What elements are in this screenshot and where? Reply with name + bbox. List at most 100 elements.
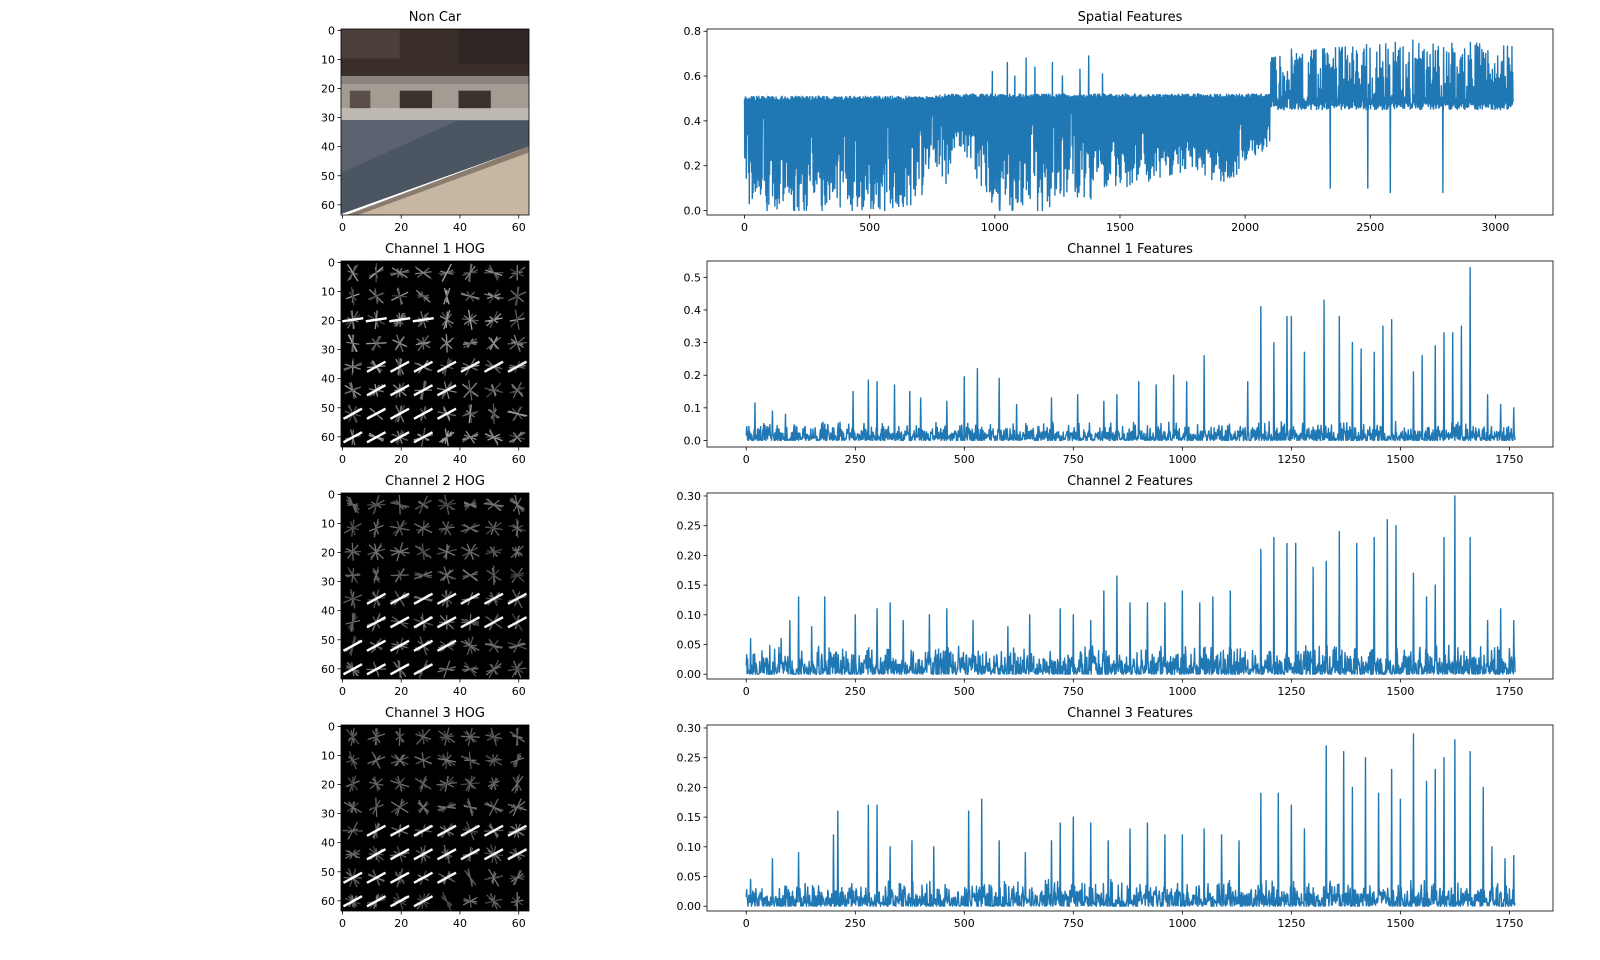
hog-stroke <box>512 798 522 817</box>
hog-stroke <box>441 801 452 813</box>
hog-stroke <box>486 732 501 741</box>
y-tick-label-6-2: 20 <box>321 779 335 792</box>
hog-stroke <box>416 267 431 278</box>
y-tick-label-1-1: 0.2 <box>684 160 702 173</box>
x-tick-label-5-3: 750 <box>1063 685 1084 698</box>
x-tick-label-1-0: 0 <box>741 221 748 234</box>
hog-stroke <box>417 802 430 813</box>
chart-title-3: Channel 1 Features <box>1067 242 1193 257</box>
hog-stroke <box>488 868 500 887</box>
y-tick-label-4-2: 20 <box>321 547 335 560</box>
y-tick-label-4-6: 60 <box>321 663 335 676</box>
y-tick-label-7-1: 0.05 <box>677 871 702 884</box>
y-tick-label-0-0: 0 <box>328 24 335 37</box>
series-line-5 <box>745 495 1516 675</box>
hog-stroke <box>491 777 497 791</box>
hog-stroke <box>509 499 525 510</box>
x-tick-label-2-2: 40 <box>453 453 467 466</box>
plot-content-3 <box>745 266 1516 442</box>
chart-title-6: Channel 3 HOG <box>385 706 485 721</box>
hog-stroke <box>414 756 433 765</box>
hog-dominant-stroke <box>436 616 457 629</box>
hog-dominant-stroke <box>436 871 457 884</box>
hog-stroke <box>396 520 404 536</box>
image-content-4 <box>341 493 529 679</box>
hog-dominant-stroke <box>413 616 434 629</box>
hog-stroke <box>398 494 401 515</box>
hog-dominant-stroke <box>413 848 434 861</box>
hog-stroke <box>395 733 405 741</box>
x-tick-label-0-2: 40 <box>453 221 467 234</box>
hog-stroke <box>488 288 499 304</box>
y-tick-label-3-2: 0.2 <box>684 369 702 382</box>
hog-background <box>341 261 529 447</box>
hog-dominant-stroke <box>413 592 434 605</box>
hog-stroke <box>343 522 362 534</box>
y-tick-label-3-4: 0.4 <box>684 304 702 317</box>
y-tick-label-7-2: 0.10 <box>677 841 702 854</box>
x-tick-label-5-5: 1250 <box>1277 685 1305 698</box>
x-tick-label-4-2: 40 <box>453 685 467 698</box>
hog-stroke <box>509 336 526 350</box>
photo-wall-lit <box>341 120 459 173</box>
x-tick-label-7-6: 1500 <box>1386 917 1414 930</box>
hog-dominant-stroke <box>413 663 434 676</box>
hog-dominant-stroke <box>460 360 481 373</box>
hog-dominant-stroke <box>366 848 387 861</box>
hog-stroke <box>509 731 525 743</box>
hog-stroke <box>344 550 361 553</box>
hog-stroke <box>511 385 524 395</box>
hog-dominant-stroke <box>342 407 363 420</box>
series-line-1 <box>743 39 1514 212</box>
chart-title-0: Non Car <box>409 10 462 25</box>
hog-dominant-stroke <box>483 824 504 837</box>
hog-dominant-stroke <box>436 639 457 652</box>
hog-stroke <box>487 267 500 279</box>
hog-stroke <box>462 547 479 557</box>
axes-frame-2 <box>340 260 530 448</box>
hog-stroke <box>417 501 429 508</box>
y-tick-label-5-1: 0.05 <box>677 639 702 652</box>
hog-dominant-stroke <box>342 663 363 676</box>
y-tick-label-5-5: 0.25 <box>677 520 702 533</box>
hog-dominant-stroke <box>389 663 410 676</box>
x-tick-label-6-3: 60 <box>512 917 526 930</box>
x-tick-label-3-5: 1250 <box>1277 453 1305 466</box>
hog-dominant-stroke <box>413 360 434 373</box>
hog-stroke <box>348 756 358 765</box>
x-tick-label-5-7: 1750 <box>1495 685 1523 698</box>
photo-rail-top <box>341 76 529 85</box>
hog-dominant-stroke <box>483 592 504 605</box>
y-tick-label-1-3: 0.6 <box>684 70 702 83</box>
hog-stroke <box>347 850 358 859</box>
hog-dominant-stroke <box>366 824 387 837</box>
hog-stroke <box>417 522 430 534</box>
hog-dominant-stroke <box>366 407 387 420</box>
y-tick-label-5-6: 0.30 <box>677 490 702 503</box>
y-tick-label-0-2: 20 <box>321 83 335 96</box>
x-tick-label-3-3: 750 <box>1063 453 1084 466</box>
hog-stroke <box>443 660 451 678</box>
chart-title-1: Spatial Features <box>1078 10 1183 25</box>
panel-4 <box>341 493 529 679</box>
hog-stroke <box>445 311 448 329</box>
y-tick-label-7-0: 0.00 <box>677 900 702 913</box>
y-tick-label-4-1: 10 <box>321 518 335 531</box>
y-tick-label-7-4: 0.20 <box>677 781 702 794</box>
x-tick-label-7-7: 1750 <box>1495 917 1523 930</box>
image-content-2 <box>341 261 529 447</box>
hog-dominant-stroke <box>389 871 410 884</box>
y-tick-label-0-1: 10 <box>321 54 335 67</box>
x-tick-label-1-6: 3000 <box>1481 221 1509 234</box>
hog-stroke <box>467 263 473 282</box>
x-tick-label-4-1: 20 <box>394 685 408 698</box>
hog-dominant-stroke <box>436 848 457 861</box>
axes-frame-7 <box>706 724 1554 912</box>
hog-stroke <box>444 290 449 302</box>
plot-content-5 <box>745 495 1516 675</box>
y-tick-label-4-3: 30 <box>321 576 335 589</box>
y-tick-label-3-0: 0.0 <box>684 434 702 447</box>
y-tick-label-6-3: 30 <box>321 808 335 821</box>
plot-content-1 <box>743 39 1514 212</box>
panel-3 <box>745 266 1516 442</box>
